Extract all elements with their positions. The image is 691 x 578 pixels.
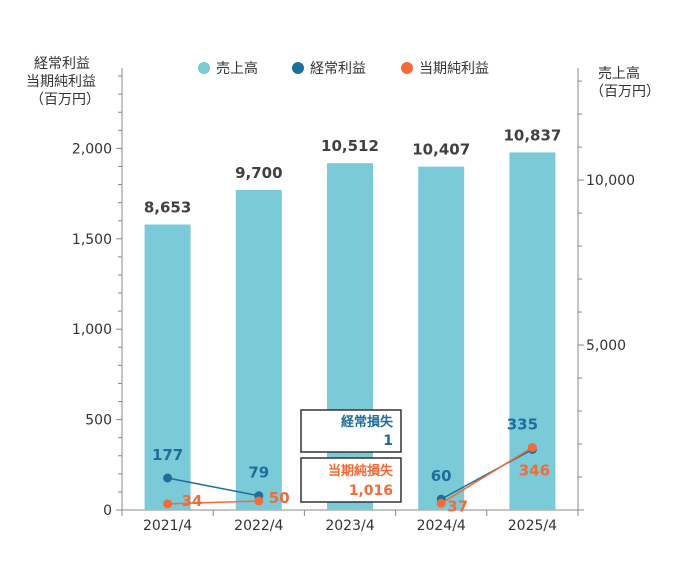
legend-marker-ordinary-profit	[292, 62, 304, 74]
loss-box-ordinary-title: 経常損失	[341, 414, 394, 430]
bar-sales	[509, 152, 556, 510]
bar-label-sales: 10,837	[503, 126, 561, 144]
x-tick-label: 2025/4	[508, 518, 557, 534]
left-tick-label: 1,500	[72, 232, 112, 248]
legend-label-sales: 売上高	[216, 60, 258, 77]
x-axis-labels: 2021/4 2022/4 2023/4 2024/4 2025/4	[121, 510, 579, 534]
left-axis-ticks: 0 500 1,000 1,500 2,000	[72, 75, 122, 519]
right-axis-ticks: 5,000 10,000	[578, 80, 635, 511]
loss-box-net-title: 当期純損失	[328, 463, 394, 479]
line-data-label: 335	[507, 415, 538, 433]
bar-label-sales: 10,407	[412, 141, 470, 159]
legend-label-net-profit: 当期純利益	[419, 61, 489, 77]
line-point	[436, 498, 446, 508]
x-tick-label: 2024/4	[417, 518, 466, 534]
bar-label-sales: 9,700	[235, 164, 282, 182]
line-data-label: 50	[269, 489, 290, 507]
line-point	[527, 442, 537, 452]
x-tick-label: 2022/4	[234, 518, 283, 534]
line-data-label: 34	[182, 492, 203, 510]
left-axis-title-line2: 当期純利益	[26, 74, 96, 90]
line-data-label: 346	[519, 461, 550, 479]
loss-box-net-value: 1,016	[349, 483, 393, 499]
bars	[144, 152, 556, 510]
loss-box-ordinary-frame	[300, 409, 402, 453]
loss-box-ordinary: 経常損失 1	[300, 409, 402, 453]
line-series: 177 79 60 335 34 50 37 346	[152, 415, 550, 515]
right-axis-title-line1: 売上高	[598, 65, 640, 82]
line-data-label: 60	[431, 467, 452, 485]
bar-label-sales: 10,512	[321, 137, 379, 155]
left-axis-title-line3: （百万円）	[30, 92, 100, 108]
line-segment	[167, 477, 259, 497]
left-tick-label: 0	[103, 503, 112, 519]
bar-sales	[418, 166, 465, 510]
left-tick-label: 1,000	[72, 322, 112, 338]
left-axis-title-line1: 経常利益	[34, 56, 90, 72]
bar-label-sales: 8,653	[144, 199, 191, 217]
legend-marker-net-profit	[401, 62, 413, 74]
right-tick-label: 10,000	[586, 173, 635, 189]
line-point	[163, 499, 173, 509]
legend-marker-sales	[198, 62, 210, 74]
legend-label-ordinary-profit: 経常利益	[310, 61, 366, 77]
bar-sales	[235, 189, 282, 510]
left-tick-label: 2,000	[72, 141, 112, 157]
line-point	[254, 496, 264, 506]
loss-box-net: 当期純損失 1,016	[300, 457, 402, 503]
line-segment	[167, 500, 259, 505]
right-axis-title-line2: （百万円）	[590, 84, 660, 100]
line-data-label: 177	[152, 446, 183, 464]
line-data-label: 37	[447, 497, 468, 515]
x-tick-label: 2021/4	[143, 518, 192, 534]
line-data-label: 79	[248, 464, 269, 482]
line-point	[163, 473, 173, 483]
left-tick-label: 500	[85, 413, 112, 429]
line-segment	[440, 446, 533, 504]
loss-box-ordinary-value: 1	[383, 433, 393, 449]
legend: 売上高 経常利益 当期純利益	[198, 60, 489, 77]
right-tick-label: 5,000	[586, 338, 626, 354]
line-segment	[440, 448, 533, 500]
x-tick-label: 2023/4	[325, 518, 374, 534]
bar-sales	[144, 224, 191, 510]
bar-labels: 8,653 9,700 10,512 10,407 10,837	[144, 126, 561, 216]
loss-box-net-frame	[300, 457, 402, 503]
